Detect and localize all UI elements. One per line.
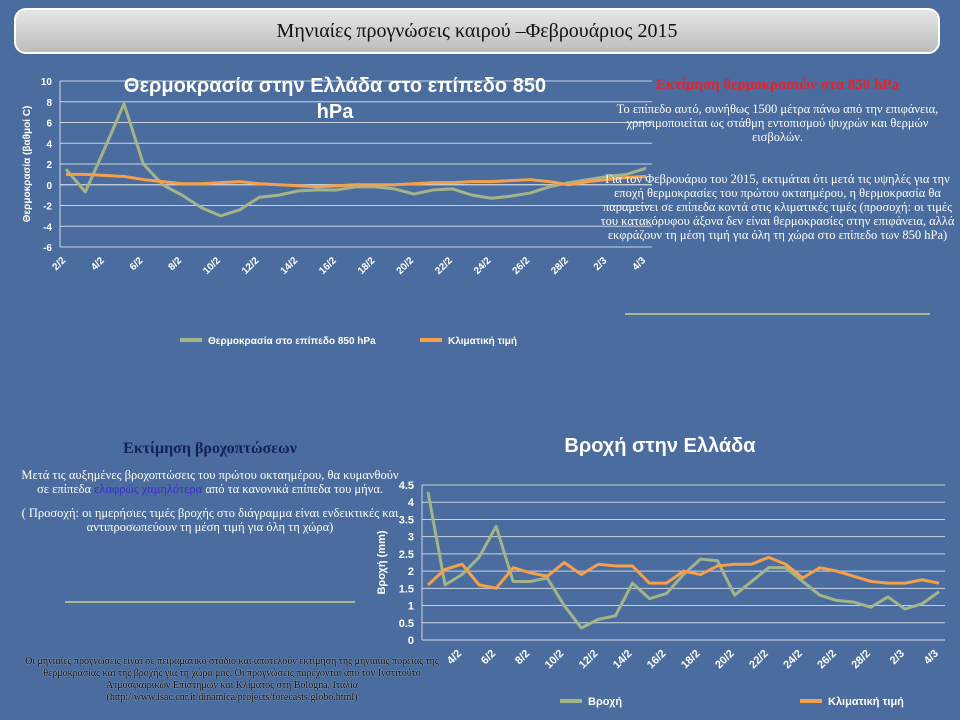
chart-title: Βροχή στην Ελλάδα	[564, 435, 756, 457]
x-tick-label: 28/2	[549, 255, 571, 277]
x-tick-label: 22/2	[433, 255, 455, 277]
rain-text: Εκτίμηση βροχοπτώσεων Μετά τις αυξημένες…	[20, 440, 400, 544]
y-tick-label: 3	[408, 532, 414, 544]
x-tick-label: 6/2	[128, 255, 146, 273]
divider	[625, 313, 930, 315]
highlight: ελαφρώς χαμηλότερα	[94, 482, 203, 496]
y-tick-label: 2.5	[399, 549, 414, 561]
text: από τα κανονικά επίπεδα του μήνα.	[202, 482, 383, 496]
paragraph: ( Προσοχή: οι ημερήσιες τιμές βροχής στο…	[21, 506, 399, 534]
y-tick-label: 1	[408, 601, 414, 613]
x-tick-label: 4/3	[922, 648, 941, 667]
x-tick-label: 16/2	[645, 648, 669, 672]
y-tick-label: 8	[46, 98, 52, 109]
x-tick-label: 4/2	[89, 255, 107, 273]
x-tick-label: 20/2	[395, 255, 417, 277]
x-tick-label: 2/3	[592, 255, 610, 273]
y-tick-label: 1.5	[399, 583, 414, 595]
y-tick-label: 4	[46, 139, 52, 150]
x-tick-label: 10/2	[201, 255, 223, 277]
series-line	[64, 102, 647, 218]
footer: Οι μηνιαίες προγνώσεις είναι σε πειραματ…	[25, 656, 439, 703]
y-tick-label: -6	[43, 243, 52, 254]
x-tick-label: 2/2	[51, 255, 69, 273]
title-line: Θερμοκρασία στην Ελλάδα στο επίπεδο 850	[124, 75, 546, 97]
x-tick-label: 18/2	[356, 255, 378, 277]
x-tick-label: 12/2	[577, 648, 601, 672]
x-tick-label: 6/2	[479, 648, 498, 667]
y-tick-label: -2	[43, 202, 52, 213]
series-line	[66, 172, 647, 189]
y-tick-label: 4.5	[399, 480, 414, 492]
series-line	[426, 555, 940, 590]
y-tick-label: 2	[408, 566, 414, 578]
legend-label: Θερμοκρασία στο επίπεδο 850 hPa	[208, 336, 376, 347]
x-tick-label: 2/3	[888, 648, 907, 667]
divider	[65, 601, 355, 603]
series-line	[426, 491, 940, 630]
x-tick-label: 26/2	[815, 648, 839, 672]
y-tick-label: 10	[41, 77, 53, 88]
y-tick-label: 3.5	[399, 514, 414, 526]
y-axis-label: Θερμοκρασία (βαθμοί C)	[22, 106, 33, 223]
paragraph: Μετά τις αυξημένες βροχοπτώσεις του πρώτ…	[20, 468, 400, 496]
x-tick-label: 18/2	[679, 648, 703, 672]
paragraph: Το επίπεδο αυτό, συνήθως 1500 μέτρα πάνω…	[616, 102, 939, 144]
legend-label: Βροχή	[588, 696, 622, 708]
x-tick-label: 20/2	[713, 648, 737, 672]
x-tick-label: 14/2	[279, 255, 301, 277]
x-tick-label: 24/2	[472, 255, 494, 277]
x-tick-label: 28/2	[849, 648, 873, 672]
x-tick-label: 12/2	[240, 255, 262, 277]
y-tick-label: 0	[408, 635, 414, 647]
y-axis-label: Βροχή (mm)	[376, 530, 388, 594]
section-title: Εκτίμηση βροχοπτώσεων	[123, 440, 297, 457]
title-line: hPa	[317, 101, 355, 123]
y-tick-label: 0.5	[399, 618, 414, 630]
x-tick-label: 14/2	[611, 648, 635, 672]
y-tick-label: 2	[46, 160, 52, 171]
x-tick-label: 8/2	[167, 255, 185, 273]
y-tick-label: 6	[46, 119, 52, 130]
x-tick-label: 26/2	[511, 255, 533, 277]
x-tick-label: 4/3	[631, 255, 649, 273]
x-tick-label: 8/2	[513, 648, 532, 667]
y-tick-label: -4	[43, 222, 52, 233]
temperature-text: Εκτίμηση θερμοκρασιών στα 850 hPa Το επί…	[600, 78, 955, 252]
paragraph: Για τον Φεβρουάριο του 2015, εκτιμάται ό…	[600, 172, 955, 242]
legend-label: Κλιματική τιμή	[828, 696, 904, 708]
x-tick-label: 24/2	[781, 648, 805, 672]
x-tick-label: 10/2	[543, 648, 567, 672]
y-tick-label: 4	[408, 497, 415, 509]
section-title: Εκτίμηση θερμοκρασιών στα 850 hPa	[655, 77, 900, 93]
header: Μηνιαίες προγνώσεις καιρού –Φεβρουάριος …	[14, 8, 940, 54]
legend-label: Κλιματική τιμή	[448, 336, 517, 347]
y-tick-label: 0	[46, 181, 52, 192]
chart-title: Θερμοκρασία στην Ελλάδα στο επίπεδο 850 h…	[124, 75, 546, 123]
text: Μετά τις αυξημένες βροχοπτώσεις του πρώτ…	[21, 468, 399, 496]
x-tick-label: 22/2	[747, 648, 771, 672]
x-tick-label: 16/2	[317, 255, 339, 277]
